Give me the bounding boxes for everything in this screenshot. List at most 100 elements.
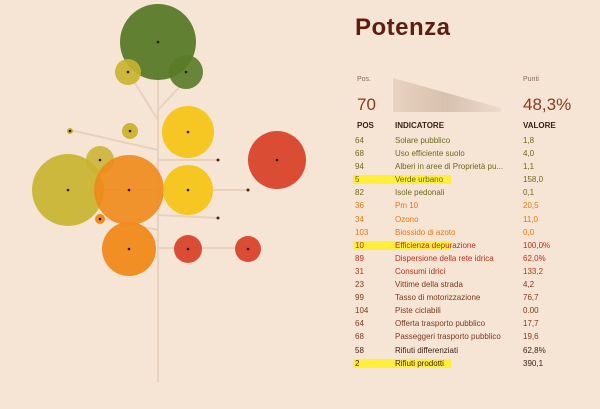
header-pos: POS xyxy=(357,121,374,130)
table-row[interactable]: 5 Verde urbano 158,0 xyxy=(353,173,595,186)
bubble-center-dot xyxy=(128,129,132,133)
row-value: 1,1 xyxy=(523,162,535,172)
row-indicator: Rifiuti differenziati xyxy=(395,345,458,355)
bubble-center-dot xyxy=(275,158,279,162)
row-position: 64 xyxy=(355,136,364,145)
row-position: 23 xyxy=(355,280,364,290)
points-value: 48,3% xyxy=(523,95,572,114)
row-indicator: Offerta trasporto pubblico xyxy=(395,319,486,329)
position-value: 70 xyxy=(357,95,376,114)
indicator-table: 64 Solare pubblico 1,8 68 Uso efficiente suo… xyxy=(353,134,595,370)
bubble-center-dot xyxy=(98,217,102,221)
row-position: 104 xyxy=(355,306,369,316)
row-value: 1,8 xyxy=(523,136,535,145)
row-indicator: Biossido di azoto xyxy=(395,227,456,237)
row-indicator: Piste ciclabili xyxy=(395,306,441,316)
row-value: 0,0 xyxy=(523,227,535,237)
bubble-center-dot xyxy=(68,129,72,133)
bubble-center-dot xyxy=(66,188,70,192)
row-value: 62,8% xyxy=(523,345,546,355)
row-value: 20,5 xyxy=(523,201,539,211)
table-row[interactable]: 104 Piste ciclabili 0.00 xyxy=(355,304,595,317)
bubble-center-dot xyxy=(126,70,130,74)
branch-dot xyxy=(216,216,220,220)
branch-dot xyxy=(246,188,250,192)
row-indicator: Passeggeri trasporto pubblico xyxy=(395,332,501,342)
row-position: 103 xyxy=(355,227,369,237)
row-position: 82 xyxy=(355,188,364,198)
row-position: 99 xyxy=(355,293,364,303)
table-row[interactable]: 68 Uso efficiente suolo 4,0 xyxy=(355,147,595,160)
row-indicator: Uso efficiente suolo xyxy=(395,149,465,159)
bubble-center-dot xyxy=(184,70,188,74)
city-title: Potenza xyxy=(355,14,451,41)
row-indicator: Rifiuti prodotti xyxy=(395,358,444,368)
table-row[interactable]: 2 Rifiuti prodotti 390,1 xyxy=(353,357,595,370)
table-row[interactable]: 31 Consumi idrici 133,2 xyxy=(355,265,595,278)
indicator-tree xyxy=(32,4,306,382)
table-row[interactable]: 34 Ozono 11,0 xyxy=(355,213,595,226)
row-value: 158,0 xyxy=(523,175,544,185)
header-indicator: INDICATORE xyxy=(395,121,445,130)
row-highlight xyxy=(353,358,451,368)
row-position: 2 xyxy=(355,358,360,368)
table-row[interactable]: 89 Dispersione della rete idrica 62,0% xyxy=(355,252,595,265)
row-value: 11,0 xyxy=(523,214,538,224)
city-panel: Potenza Pos. Punti 70 48,3% POS INDICATO… xyxy=(353,0,595,409)
table-row[interactable]: 64 Solare pubblico 1,8 xyxy=(355,134,595,147)
row-position: 89 xyxy=(355,253,364,263)
bubble-center-dot xyxy=(186,247,190,251)
table-row[interactable]: 64 Offerta trasporto pubblico 17,7 xyxy=(355,317,595,330)
table-row[interactable]: 68 Passeggeri trasporto pubblico 19,6 xyxy=(355,330,595,343)
row-indicator: Pm 10 xyxy=(395,201,419,211)
table-row[interactable]: 82 Isole pedonali 0,1 xyxy=(355,186,595,199)
row-indicator: Ozono xyxy=(395,214,419,224)
header-value: VALORE xyxy=(523,121,556,130)
row-highlight xyxy=(353,240,451,250)
row-position: 68 xyxy=(355,332,364,342)
row-value: 17,7 xyxy=(523,319,539,329)
row-indicator: Solare pubblico xyxy=(395,136,451,145)
row-value: 19,6 xyxy=(523,332,539,342)
branch-dot xyxy=(216,158,220,162)
bubble-center-dot xyxy=(186,188,190,192)
row-position: 36 xyxy=(355,201,364,211)
bubble-center-dot xyxy=(127,247,131,251)
table-row[interactable]: 58 Rifiuti differenziati 62,8% xyxy=(355,344,595,357)
table-row[interactable]: 99 Tasso di motorizzazione 76,7 xyxy=(355,291,595,304)
row-indicator: Efficienza depurazione xyxy=(395,240,476,250)
row-position: 94 xyxy=(355,162,364,172)
row-value: 62,0% xyxy=(523,253,546,263)
row-indicator: Alberi in aree di Proprietà pu... xyxy=(395,162,504,172)
table-row[interactable]: 36 Pm 10 20,5 xyxy=(355,199,595,212)
row-highlight xyxy=(353,175,451,185)
row-position: 64 xyxy=(355,319,364,329)
row-position: 68 xyxy=(355,149,364,159)
row-value: 76,7 xyxy=(523,293,539,303)
bubble-center-dot xyxy=(156,40,160,44)
row-indicator: Isole pedonali xyxy=(395,188,445,198)
table-row[interactable]: 103 Biossido di azoto 0,0 xyxy=(355,226,595,239)
row-indicator: Tasso di motorizzazione xyxy=(395,293,481,303)
bubble-center-dot xyxy=(186,130,190,134)
row-value: 4,2 xyxy=(523,280,535,290)
row-value: 100,0% xyxy=(523,240,551,250)
row-position: 31 xyxy=(355,266,364,276)
row-value: 390,1 xyxy=(523,358,544,368)
table-row[interactable]: 94 Alberi in aree di Proprietà pu... 1,1 xyxy=(355,160,595,173)
row-indicator: Vittime della strada xyxy=(395,280,463,290)
bubble-center-dot xyxy=(127,188,131,192)
row-position: 10 xyxy=(355,240,364,250)
row-position: 34 xyxy=(355,214,364,224)
row-value: 4,0 xyxy=(523,149,535,159)
table-row[interactable]: 23 Vittime della strada 4,2 xyxy=(355,278,595,291)
bubble-center-dot xyxy=(98,158,102,162)
row-indicator: Consumi idrici xyxy=(395,266,446,276)
tree-dots xyxy=(66,40,279,251)
table-row[interactable]: 10 Efficienza depurazione 100,0% xyxy=(353,239,595,252)
points-label: Punti xyxy=(523,76,539,83)
row-position: 58 xyxy=(355,345,364,355)
row-indicator: Dispersione della rete idrica xyxy=(395,253,494,263)
bubble-center-dot xyxy=(246,247,250,251)
row-indicator: Verde urbano xyxy=(395,175,444,185)
